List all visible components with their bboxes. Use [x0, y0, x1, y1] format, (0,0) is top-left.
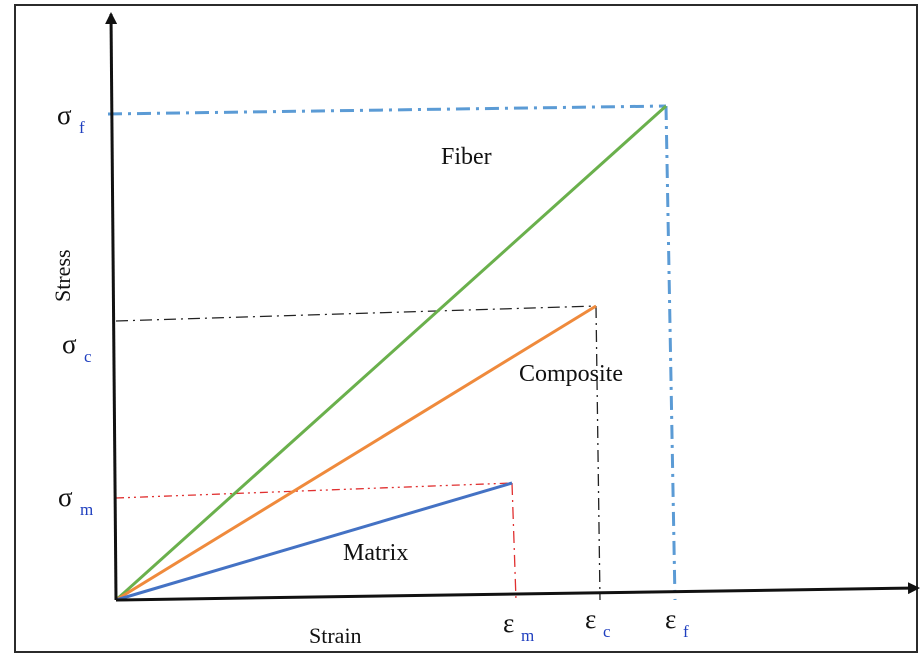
- matrix-label: Matrix: [343, 540, 408, 566]
- svg-text:ε: ε: [585, 604, 596, 634]
- svg-text:σ: σ: [58, 482, 73, 512]
- sigma-c-symbol: σ c: [62, 329, 92, 366]
- fiber-label: Fiber: [441, 144, 492, 170]
- matrix-strain-guide-line: [511, 482, 517, 601]
- svg-text:σ: σ: [57, 100, 72, 130]
- svg-text:f: f: [683, 622, 689, 641]
- svg-text:σ: σ: [62, 329, 77, 359]
- svg-text:ε: ε: [665, 604, 676, 634]
- fiber-line: [114, 104, 668, 602]
- fiber-strain-guide-line: [664, 105, 677, 601]
- epsilon-m-symbol: ε m: [503, 608, 534, 645]
- svg-text:c: c: [603, 622, 611, 641]
- svg-text:ε: ε: [503, 608, 514, 638]
- composite-strain-guide-line: [595, 305, 601, 601]
- composite-stress-guide-line: [115, 305, 597, 322]
- svg-text:f: f: [79, 118, 85, 137]
- diagram-frame: Fiber Composite Matrix Strain Stress σ f…: [14, 4, 920, 653]
- epsilon-f-symbol: ε f: [665, 604, 689, 641]
- composite-label: Composite: [519, 361, 623, 387]
- svg-text:c: c: [84, 347, 92, 366]
- sigma-f-symbol: σ f: [57, 100, 85, 137]
- svg-text:m: m: [521, 626, 534, 645]
- matrix-stress-guide-line: [115, 482, 513, 499]
- composite-line: [115, 304, 597, 602]
- sigma-m-symbol: σ m: [58, 482, 93, 519]
- y-axis-label: Stress: [50, 249, 75, 302]
- x-axis-label: Strain: [309, 623, 362, 648]
- svg-text:m: m: [80, 500, 93, 519]
- fiber-stress-guide-line: [107, 104, 667, 116]
- epsilon-c-symbol: ε c: [585, 604, 611, 641]
- matrix-line: [115, 481, 513, 602]
- y-axis: [105, 12, 118, 601]
- x-axis: [115, 582, 920, 602]
